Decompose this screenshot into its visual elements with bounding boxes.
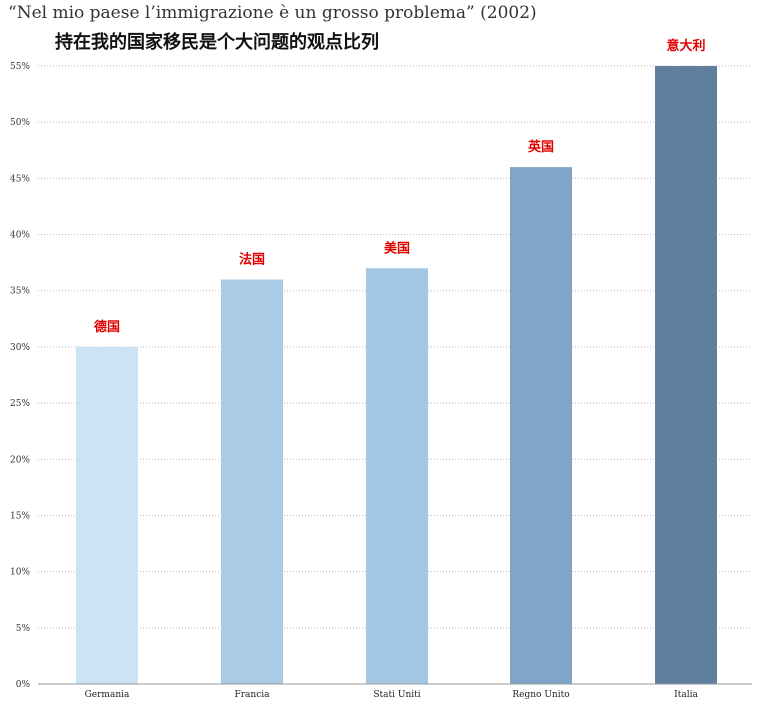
bar-francia xyxy=(221,279,283,684)
y-tick-label: 10% xyxy=(10,568,30,578)
x-axis-ticks: Germania Francia Stati Uniti Regno Unito Ita… xyxy=(85,690,699,700)
y-tick-label: 55% xyxy=(10,62,30,72)
bar-annotation: 英国 xyxy=(527,139,554,155)
bars xyxy=(76,66,717,685)
bar-annotations: 德国 法国 美国 英国 意大利 xyxy=(94,38,706,335)
x-tick-label: Regno Unito xyxy=(512,690,569,700)
y-tick-label: 0% xyxy=(16,680,31,690)
y-tick-label: 45% xyxy=(10,174,30,184)
y-tick-label: 5% xyxy=(16,624,31,634)
chart-subtitle: 持在我的国家移民是个大问题的观点比列 xyxy=(55,31,379,53)
bar-annotation: 法国 xyxy=(239,251,265,267)
x-tick-label: Francia xyxy=(235,690,271,700)
bar-stati-uniti xyxy=(366,268,428,684)
y-tick-label: 40% xyxy=(10,231,30,241)
y-tick-label: 50% xyxy=(10,118,30,128)
bar-italia xyxy=(655,66,717,684)
bar-annotation: 意大利 xyxy=(666,38,705,54)
y-tick-label: 30% xyxy=(10,343,30,353)
chart-title: “Nel mio paese l’immigrazione è un gross… xyxy=(8,3,537,23)
bar-germania xyxy=(76,346,138,684)
y-tick-label: 20% xyxy=(10,455,30,465)
x-tick-label: Germania xyxy=(85,690,130,700)
y-tick-label: 35% xyxy=(10,287,30,297)
bar-annotation: 德国 xyxy=(94,319,120,335)
x-tick-label: Italia xyxy=(674,690,698,700)
bar-annotation: 美国 xyxy=(384,240,410,256)
x-tick-label: Stati Uniti xyxy=(373,690,420,700)
bar-regno-unito xyxy=(510,167,572,685)
y-tick-label: 25% xyxy=(10,399,30,409)
y-tick-label: 15% xyxy=(10,511,30,521)
y-axis-ticks: 0% 5% 10% 15% 20% 25% 30% 35% 40% 45% 50% 55% xyxy=(10,62,30,690)
